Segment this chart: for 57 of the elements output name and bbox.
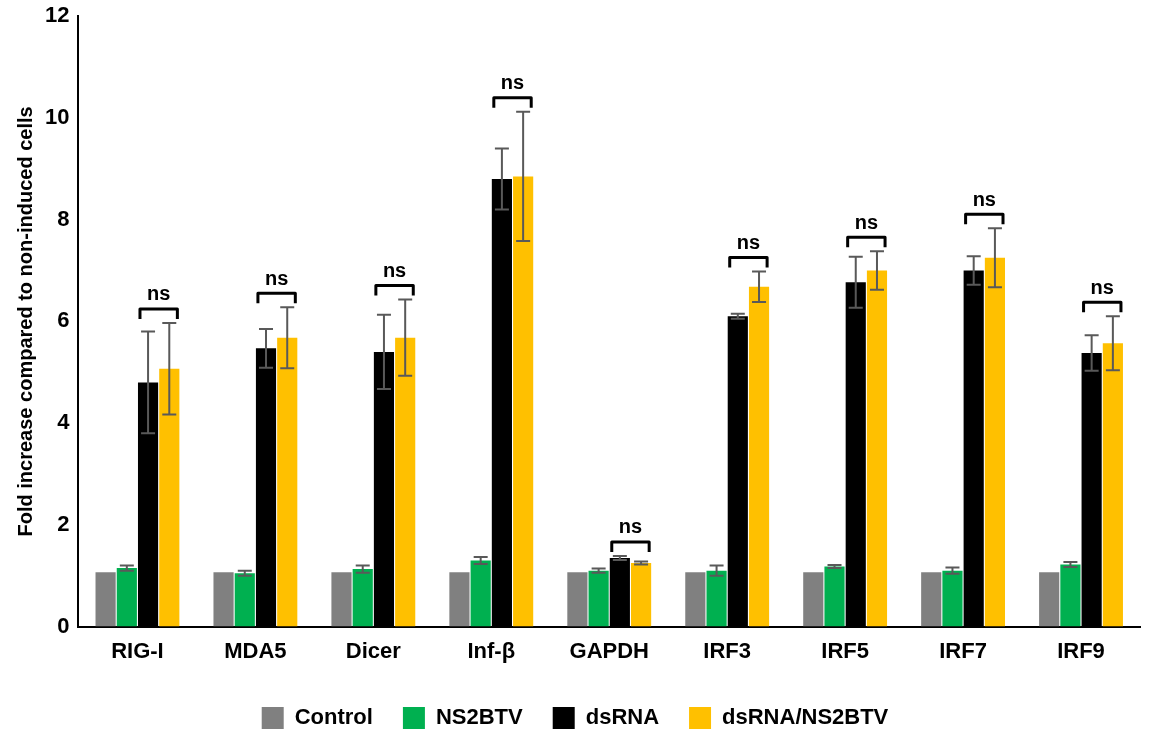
y-tick-label: 6 — [57, 307, 70, 333]
bar — [1102, 343, 1123, 627]
bar — [513, 176, 534, 627]
bar — [706, 570, 727, 627]
x-tick-label: Dicer — [345, 637, 402, 663]
bar — [352, 569, 373, 627]
annotation: ns — [500, 71, 525, 94]
y-tick-label: 4 — [57, 409, 71, 435]
y-tick-label: 10 — [44, 104, 70, 129]
annotation: ns — [854, 210, 879, 233]
x-tick-label: IRF7 — [939, 637, 987, 663]
bar — [331, 572, 352, 627]
annotation: ns — [972, 187, 996, 210]
y-axis-title: Fold increase compared to non-induced cells — [13, 106, 36, 537]
annotation: ns — [1090, 275, 1114, 298]
bar — [588, 570, 609, 627]
annotation: ns — [618, 515, 643, 538]
legend-label: dsRNA/NS2BTV — [722, 704, 889, 730]
x-tick-label: IRF5 — [821, 637, 869, 663]
x-tick-label: IRF9 — [1057, 637, 1105, 663]
bar — [942, 570, 963, 627]
bar — [395, 337, 416, 627]
bar — [95, 572, 116, 627]
bar — [159, 368, 180, 627]
bar — [1060, 564, 1081, 627]
y-tick-label: 0 — [57, 612, 70, 638]
bar — [803, 572, 824, 627]
annotation: ns — [382, 259, 407, 282]
bar — [921, 572, 942, 627]
bar — [234, 573, 255, 627]
legend-label: NS2BTV — [435, 704, 524, 730]
x-tick-label: GAPDH — [569, 637, 649, 663]
bar — [866, 270, 888, 627]
annotation: ns — [736, 231, 761, 254]
y-tick-label: 8 — [57, 205, 70, 231]
bar — [116, 568, 137, 627]
bar — [449, 572, 470, 627]
y-tick-label: 12 — [44, 2, 70, 28]
x-tick-label: Inf-β — [467, 637, 516, 663]
x-tick-label: IRF3 — [703, 637, 752, 663]
bar — [277, 337, 298, 627]
bar — [631, 563, 652, 627]
bar — [685, 572, 706, 627]
bar — [213, 572, 234, 627]
legend-label: dsRNA — [585, 704, 660, 730]
annotation: ns — [147, 282, 171, 305]
bar — [824, 566, 845, 627]
bar — [470, 560, 491, 627]
y-tick-label: 2 — [57, 510, 70, 536]
bar — [748, 286, 770, 627]
x-tick-label: MDA5 — [224, 637, 287, 663]
bar — [1039, 572, 1060, 627]
bar — [567, 572, 588, 627]
x-tick-label: RIG-I — [111, 637, 164, 663]
annotation: ns — [264, 266, 289, 289]
bar — [984, 257, 1006, 627]
legend-label: Control — [294, 704, 373, 730]
